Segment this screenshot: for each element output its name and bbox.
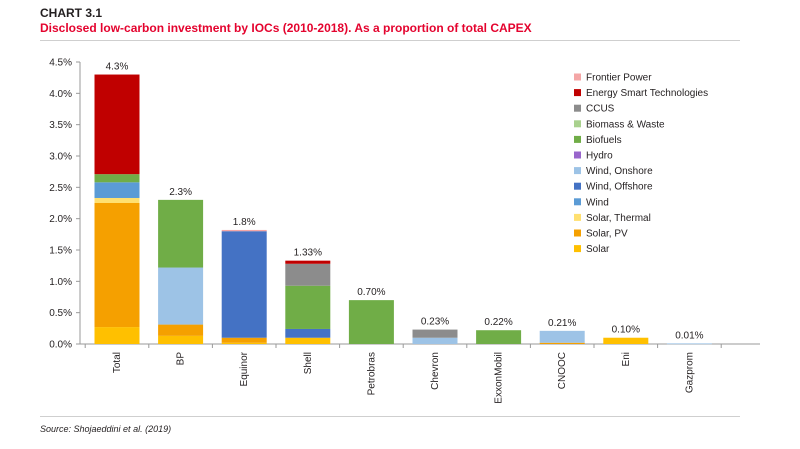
bar-segment bbox=[94, 327, 140, 344]
category-label: ExxonMobil bbox=[494, 352, 505, 404]
legend-label: Wind, Offshore bbox=[586, 182, 653, 193]
y-tick-label: 1.5% bbox=[49, 246, 72, 257]
y-tick-label: 4.0% bbox=[49, 89, 72, 100]
bar-total-label: 0.22% bbox=[484, 317, 512, 328]
bar-total-label: 0.21% bbox=[548, 318, 576, 329]
bar-total-label: 0.01% bbox=[675, 330, 703, 341]
chart-number: CHART 3.1 bbox=[40, 6, 103, 20]
bar-total-label: 1.8% bbox=[233, 217, 256, 228]
bar-segment bbox=[158, 335, 204, 344]
legend-label: Solar, PV bbox=[586, 229, 628, 240]
bar-segment bbox=[285, 337, 331, 344]
bar-total-label: 2.3% bbox=[169, 187, 192, 198]
bar-segment bbox=[221, 229, 267, 232]
bar-segment bbox=[285, 260, 331, 264]
source-note: Source: Shojaeddini et al. (2019) bbox=[40, 424, 172, 434]
legend-label: Solar, Thermal bbox=[586, 213, 651, 224]
category-label: Petrobras bbox=[366, 352, 377, 395]
legend-swatch bbox=[574, 73, 581, 81]
bar-segment bbox=[603, 337, 649, 344]
legend-label: Wind, Onshore bbox=[586, 166, 653, 177]
bar-total-label: 0.10% bbox=[612, 325, 640, 336]
legend-label: Biofuels bbox=[586, 135, 622, 146]
category-label: Total bbox=[112, 352, 123, 373]
category-label: Eni bbox=[621, 352, 632, 366]
bar-total-label: 0.70% bbox=[357, 287, 385, 298]
bar-segment bbox=[476, 330, 522, 344]
bar-segment bbox=[94, 197, 140, 203]
y-tick-label: 3.5% bbox=[49, 120, 72, 131]
legend-label: CCUS bbox=[586, 104, 615, 115]
legend-swatch bbox=[574, 135, 581, 143]
bar-segment bbox=[94, 174, 140, 183]
legend-swatch bbox=[574, 229, 581, 237]
bar-segment bbox=[285, 285, 331, 329]
bar-segment bbox=[94, 203, 140, 328]
y-tick-label: 0.5% bbox=[49, 308, 72, 319]
legend-swatch bbox=[574, 213, 581, 221]
bar-segment bbox=[158, 199, 204, 268]
legend-swatch bbox=[574, 198, 581, 206]
y-tick-label: 2.0% bbox=[49, 214, 72, 225]
y-tick-label: 0.0% bbox=[49, 340, 72, 351]
bar-segment bbox=[285, 263, 331, 286]
y-tick-label: 1.0% bbox=[49, 277, 72, 288]
chart-title: Disclosed low-carbon investment by IOCs … bbox=[40, 21, 532, 35]
bar-total-label: 4.3% bbox=[106, 62, 129, 73]
bar-segment bbox=[412, 337, 458, 344]
bar-segment bbox=[539, 330, 585, 343]
category-label: Shell bbox=[303, 352, 314, 374]
bar-segment bbox=[221, 231, 267, 338]
legend-swatch bbox=[574, 245, 581, 253]
bar-segment bbox=[412, 329, 458, 338]
bar-segment bbox=[285, 328, 331, 338]
bar-segment bbox=[666, 343, 712, 345]
category-label: Chevron bbox=[430, 352, 441, 390]
bar-segment bbox=[221, 342, 267, 344]
bar-segment bbox=[348, 300, 394, 344]
bar-total-label: 1.33% bbox=[294, 248, 322, 259]
category-label: CNOOC bbox=[557, 352, 568, 389]
y-tick-label: 2.5% bbox=[49, 183, 72, 194]
top-divider bbox=[40, 40, 740, 41]
legend-label: Solar bbox=[586, 244, 610, 255]
legend-label: Biomass & Waste bbox=[586, 119, 665, 130]
legend-swatch bbox=[574, 89, 581, 97]
category-label: BP bbox=[176, 352, 187, 366]
bar-segment bbox=[539, 342, 585, 344]
bar-segment bbox=[158, 267, 204, 325]
legend-swatch bbox=[574, 167, 581, 175]
bar-segment bbox=[158, 324, 204, 336]
category-label: Gazprom bbox=[684, 352, 695, 393]
legend-label: Frontier Power bbox=[586, 73, 652, 84]
bar-segment bbox=[94, 74, 140, 175]
y-tick-label: 3.0% bbox=[49, 152, 72, 163]
legend-label: Wind bbox=[586, 197, 609, 208]
bar-segment bbox=[221, 337, 267, 343]
legend-swatch bbox=[574, 120, 581, 128]
category-label: Equinor bbox=[239, 351, 250, 386]
bar-segment bbox=[94, 182, 140, 198]
bar-total-label: 0.23% bbox=[421, 317, 449, 328]
legend-swatch bbox=[574, 151, 581, 159]
legend-swatch bbox=[574, 104, 581, 112]
bottom-divider bbox=[40, 416, 740, 417]
legend-label: Hydro bbox=[586, 151, 613, 162]
y-tick-label: 4.5% bbox=[49, 58, 72, 69]
legend-label: Energy Smart Technologies bbox=[586, 88, 708, 99]
legend-swatch bbox=[574, 182, 581, 190]
